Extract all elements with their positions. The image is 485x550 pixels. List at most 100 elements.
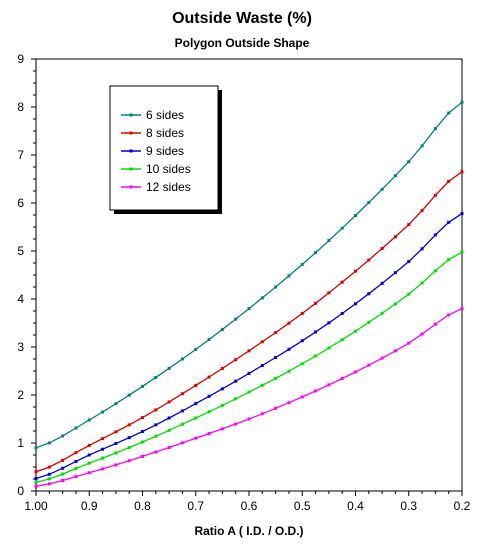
data-point — [354, 213, 357, 217]
chart-title: Outside Waste (%) — [172, 10, 312, 27]
x-tick-label: 0.6 — [241, 499, 258, 513]
data-point — [460, 250, 464, 254]
data-point — [340, 377, 344, 381]
data-point — [74, 467, 78, 471]
data-point — [340, 280, 344, 284]
data-point — [420, 209, 424, 213]
data-point — [340, 338, 344, 342]
data-point — [180, 392, 184, 396]
y-tick-label: 6 — [17, 196, 24, 210]
data-point — [260, 296, 264, 300]
x-tick-label: 0.5 — [294, 499, 311, 513]
data-point — [234, 422, 238, 426]
data-point — [354, 269, 357, 273]
data-point — [300, 339, 304, 343]
data-point — [141, 416, 144, 420]
x-axis-label: Ratio A ( I.D. / O.D.) — [194, 524, 303, 538]
data-point — [87, 453, 91, 457]
data-point — [314, 251, 318, 255]
x-tick-label: 0.3 — [400, 499, 417, 513]
data-point — [47, 477, 51, 481]
data-point — [127, 459, 131, 463]
data-point — [380, 311, 384, 315]
data-point — [127, 423, 131, 427]
y-tick-label: 8 — [17, 100, 24, 114]
legend-marker — [129, 185, 133, 189]
data-point — [167, 416, 171, 420]
data-point — [287, 369, 291, 373]
data-point — [407, 292, 411, 296]
data-point — [287, 347, 291, 351]
data-point — [101, 410, 105, 414]
data-point — [447, 111, 451, 115]
data-point — [47, 441, 51, 445]
data-point — [234, 397, 238, 401]
y-tick-label: 0 — [17, 484, 24, 498]
data-point — [234, 317, 238, 321]
data-point — [247, 371, 251, 375]
data-point — [154, 408, 158, 412]
data-point — [447, 313, 451, 317]
data-point — [180, 409, 184, 413]
data-point — [354, 370, 357, 374]
data-point — [101, 467, 105, 471]
data-point — [260, 364, 264, 368]
legend-marker — [129, 167, 133, 171]
y-tick-label: 7 — [17, 148, 24, 162]
data-point — [380, 356, 384, 360]
data-point — [154, 434, 158, 438]
x-tick-label: 1.00 — [24, 499, 48, 513]
data-point — [300, 362, 304, 366]
data-point — [407, 260, 411, 264]
series-9-sides — [34, 212, 464, 481]
data-point — [247, 349, 251, 353]
data-point — [74, 475, 78, 479]
legend-label: 6 sides — [146, 108, 184, 122]
data-point — [207, 432, 211, 436]
data-point — [247, 307, 251, 311]
data-point — [460, 170, 464, 174]
data-point — [260, 412, 264, 416]
data-point — [127, 393, 131, 397]
x-tick-label: 0.4 — [347, 499, 364, 513]
data-point — [154, 450, 158, 454]
data-point — [407, 223, 411, 227]
data-point — [114, 463, 118, 467]
y-tick-label: 9 — [17, 52, 24, 66]
data-point — [433, 193, 437, 197]
data-point — [167, 446, 171, 449]
data-point — [367, 292, 371, 296]
data-point — [47, 472, 51, 476]
data-point — [207, 410, 211, 414]
data-point — [420, 144, 424, 148]
data-point — [114, 451, 118, 455]
legend-marker — [129, 131, 133, 135]
data-point — [74, 426, 78, 430]
data-point — [287, 401, 291, 405]
series-10-sides — [34, 250, 464, 484]
data-point — [460, 100, 464, 104]
y-tick-label: 5 — [17, 244, 24, 258]
data-point — [393, 302, 397, 306]
data-point — [380, 281, 384, 285]
data-point — [260, 383, 264, 387]
data-point — [61, 472, 65, 476]
data-point — [180, 357, 184, 361]
data-point — [114, 442, 118, 446]
data-point — [101, 447, 105, 451]
data-point — [207, 394, 211, 398]
data-point — [340, 312, 344, 316]
data-point — [327, 239, 331, 243]
y-tick-label: 3 — [17, 340, 24, 354]
data-point — [101, 437, 105, 441]
data-point — [327, 321, 331, 325]
data-point — [194, 436, 198, 440]
x-tick-label: 0.9 — [81, 499, 98, 513]
data-point — [141, 429, 144, 433]
data-point — [274, 406, 278, 410]
data-point — [354, 329, 357, 333]
data-point — [61, 466, 65, 470]
legend-label: 10 sides — [146, 162, 191, 176]
data-point — [287, 274, 291, 278]
